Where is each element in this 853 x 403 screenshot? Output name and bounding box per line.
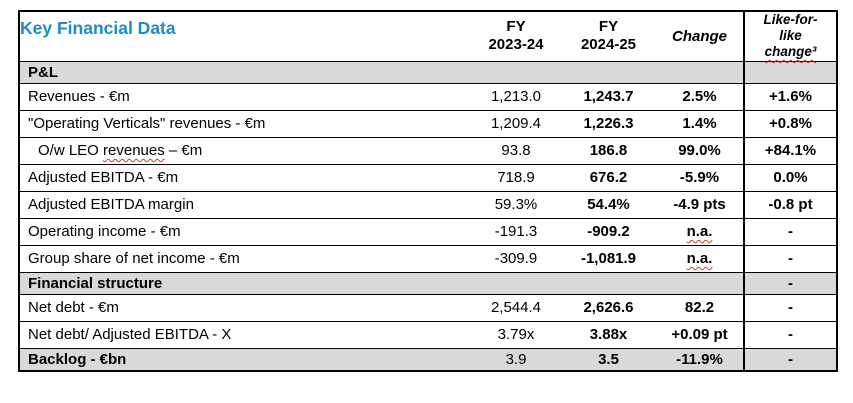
row-label: Adjusted EBITDA - €m — [19, 163, 471, 191]
cell-fy-2023-24: 1,209.4 — [471, 109, 561, 137]
table-row: Adjusted EBITDA - €m 718.9 676.2 -5.9% 0.0% — [19, 163, 837, 191]
cell-change: n.a. — [656, 244, 744, 272]
row-label: Group share of net income - €m — [19, 244, 471, 272]
cell-change: +0.09 pt — [656, 320, 744, 348]
cell-like-for-like: 0.0% — [743, 163, 837, 191]
cell-change: -5.9% — [656, 163, 744, 191]
spellcheck-underline: n.a. — [686, 223, 713, 240]
cell-fy-2024-25: 1,226.3 — [561, 109, 656, 137]
table-row: Revenues - €m 1,213.0 1,243.7 2.5% +1.6% — [19, 82, 837, 110]
cell-like-for-like — [743, 60, 837, 83]
cell-like-for-like: - — [743, 320, 837, 348]
cell-fy-2024-25: 3.88x — [561, 320, 656, 348]
label-text: – €m — [164, 142, 203, 159]
cell-fy-2023-24 — [471, 60, 561, 83]
row-label: Operating income - €m — [19, 217, 471, 245]
table-body: P&L Revenues - €m 1,213.0 1,243.7 2.5% +1.6% "… — [19, 60, 837, 371]
cell-change: -11.9% — [656, 347, 744, 371]
column-header-fy-2023-24: FY 2023-24 — [488, 17, 544, 54]
column-header-change: Change — [671, 27, 727, 45]
cell-like-for-like: - — [743, 217, 837, 245]
cell-fy-2024-25: 54.4% — [561, 190, 656, 218]
table-row: Adjusted EBITDA margin 59.3% 54.4% -4.9 pts… — [19, 190, 837, 218]
cell-fy-2024-25 — [561, 60, 656, 83]
row-label: Net debt - €m — [19, 293, 471, 321]
cell-like-for-like: - — [743, 293, 837, 321]
table-row: Net debt - €m 2,544.4 2,626.6 82.2- — [19, 293, 837, 321]
cell-change: n.a. — [656, 217, 744, 245]
cell-fy-2023-24: 93.8 — [471, 136, 561, 164]
spellcheck-underline: n.a. — [686, 250, 713, 267]
cell-fy-2023-24: 1,213.0 — [471, 82, 561, 110]
spellcheck-underline: change³ — [764, 44, 817, 60]
cell-fy-2023-24: 3.79x — [471, 320, 561, 348]
spellcheck-underline: revenues — [103, 142, 165, 159]
cell-like-for-like: - — [743, 347, 837, 371]
cell-fy-2024-25: -1,081.9 — [561, 244, 656, 272]
row-label: Net debt/ Adjusted EBITDA - X — [19, 320, 471, 348]
page-title: Key Financial Data — [20, 18, 176, 38]
cell-like-for-like: +84.1% — [743, 136, 837, 164]
table-row: Operating income - €m -191.3 -909.2 n.a. - — [19, 217, 837, 245]
table-row: O/w LEO revenues – €m 93.8 186.8 99.0% +84.1… — [19, 136, 837, 164]
cell-fy-2024-25: 3.5 — [561, 347, 656, 371]
cell-like-for-like: - — [743, 271, 837, 294]
cell-change — [656, 60, 744, 83]
cell-change: 2.5% — [656, 82, 744, 110]
financial-table: Key Financial Data FY 2023-24 FY 2024-25… — [18, 10, 838, 372]
header-row: Key Financial Data FY 2023-24 FY 2024-25… — [19, 11, 837, 61]
cell-like-for-like: -0.8 pt — [743, 190, 837, 218]
cell-fy-2024-25: 186.8 — [561, 136, 656, 164]
row-label: O/w LEO revenues – €m — [19, 136, 471, 164]
row-label: "Operating Verticals" revenues - €m — [19, 109, 471, 137]
cell-fy-2023-24: 59.3% — [471, 190, 561, 218]
cell-fy-2024-25: -909.2 — [561, 217, 656, 245]
cell-change: 99.0% — [656, 136, 744, 164]
cell-fy-2024-25: 676.2 — [561, 163, 656, 191]
table-row: Group share of net income - €m -309.9 -1,0… — [19, 244, 837, 272]
cell-fy-2023-24: 718.9 — [471, 163, 561, 191]
cell-fy-2024-25: 2,626.6 — [561, 293, 656, 321]
column-header-like-for-like-change: Like-for- like change³ — [743, 11, 837, 61]
cell-change — [656, 271, 744, 294]
row-label: Revenues - €m — [19, 82, 471, 110]
section-row: P&L — [19, 60, 837, 83]
row-label: Adjusted EBITDA margin — [19, 190, 471, 218]
cell-fy-2023-24: 3.9 — [471, 347, 561, 371]
column-header-fy-2024-25: FY 2024-25 — [580, 17, 637, 54]
cell-fy-2024-25: 1,243.7 — [561, 82, 656, 110]
cell-like-for-like: +1.6% — [743, 82, 837, 110]
cell-change: -4.9 pts — [656, 190, 744, 218]
table-row: "Operating Verticals" revenues - €m 1,209… — [19, 109, 837, 137]
cell-fy-2024-25 — [561, 271, 656, 294]
section-row: Financial structure - — [19, 271, 837, 294]
row-label: P&L — [19, 60, 471, 83]
cell-fy-2023-24: 2,544.4 — [471, 293, 561, 321]
label-text: O/w LEO — [38, 142, 104, 159]
cell-fy-2023-24 — [471, 271, 561, 294]
table-row: Net debt/ Adjusted EBITDA - X 3.79x 3.88x +… — [19, 320, 837, 348]
cell-like-for-like: +0.8% — [743, 109, 837, 137]
table-head: Key Financial Data FY 2023-24 FY 2024-25… — [19, 11, 837, 61]
section-row: Backlog - €bn 3.9 3.5 -11.9% - — [19, 347, 837, 371]
cell-change: 82.2 — [656, 293, 744, 321]
row-label: Financial structure — [19, 271, 471, 294]
cell-fy-2023-24: -191.3 — [471, 217, 561, 245]
cell-like-for-like: - — [743, 244, 837, 272]
row-label: Backlog - €bn — [19, 347, 471, 371]
cell-fy-2023-24: -309.9 — [471, 244, 561, 272]
cell-change: 1.4% — [656, 109, 744, 137]
